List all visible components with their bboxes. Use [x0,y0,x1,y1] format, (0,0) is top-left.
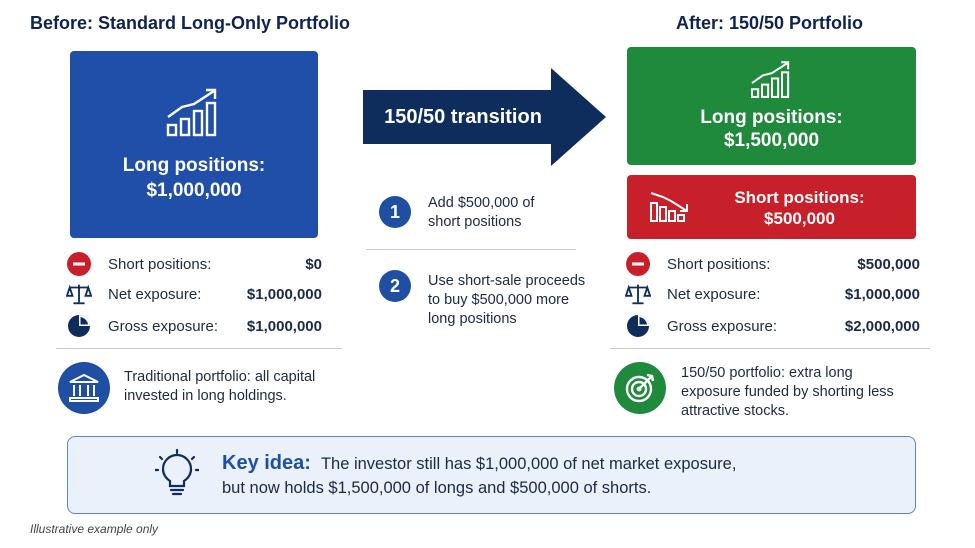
bar-chart-up-icon [750,61,789,98]
minus-circle-icon [66,251,92,277]
scales-icon [625,281,651,307]
step-line: Add $500,000 of [428,195,535,211]
after-note: 150/50 portfolio: extra long exposure fu… [681,364,931,421]
after-row-net: Net exposure: $1,000,000 [625,278,920,310]
transition-label: 150/50 transition [384,105,542,128]
before-row-short: Short positions: $0 [66,250,322,278]
after-row-gross: Gross exposure: $2,000,000 [625,310,920,342]
step-line: Use short-sale proceeds [428,273,586,289]
after-note-line: attractive stocks. [681,403,789,419]
after-long-label: Long positions: [700,107,843,128]
key-idea-text: Key idea: The investor still has $1,000,0… [222,451,736,500]
step-line: short positions [428,214,522,230]
before-row-label: Gross exposure: [108,317,219,335]
after-note-line: 150/50 portfolio: extra long [681,365,853,381]
after-title: After: 150/50 Portfolio [676,13,864,33]
step-number: 2 [379,270,411,302]
bar-chart-up-icon [166,88,217,136]
before-long-box: Long positions: $1,000,000 [70,51,318,238]
step-line: long positions [428,311,517,327]
after-row-short: Short positions: $500,000 [625,250,920,278]
before-row-gross: Gross exposure: $1,000,000 [66,310,322,342]
after-row-label: Short positions: [667,255,771,273]
after-row-label: Gross exposure: [667,317,778,335]
step-1-text: Add $500,000 of short positions [428,194,588,232]
transition-arrow: 150/50 transition [363,68,606,166]
step-2: 2 [379,270,411,302]
pie-chart-icon [625,313,651,339]
key-idea-line-1: The investor still has $1,000,000 of net… [320,455,737,473]
before-row-label: Net exposure: [108,285,202,303]
bar-chart-down-icon [650,192,688,222]
step-1: 1 [379,196,411,228]
bank-icon [58,362,110,414]
before-long-value: $1,000,000 [146,179,242,201]
after-long-box: Long positions: $1,500,000 [627,47,916,165]
after-divider [610,348,930,349]
after-short-value: $500,000 [764,209,835,228]
before-row-net: Net exposure: $1,000,000 [66,278,322,310]
key-idea-heading: Key idea: [222,452,311,474]
footer-note: Illustrative example only [30,522,159,536]
after-row-value: $500,000 [857,255,920,273]
before-divider [56,348,342,349]
before-row-value: $1,000,000 [246,317,322,335]
after-note-line: exposure funded by shorting less [681,384,894,400]
target-icon [614,362,666,414]
step-number: 1 [379,196,411,228]
before-row-label: Short positions: [108,255,212,273]
minus-circle-icon [625,251,651,277]
key-idea-line-2: but now holds $1,500,000 of longs and $5… [222,479,652,497]
scales-icon [66,281,92,307]
before-title: Before: Standard Long-Only Portfolio [30,13,350,33]
before-long-label: Long positions: [122,154,266,176]
lightbulb-icon [155,449,199,496]
before-row-value: $1,000,000 [246,285,322,303]
before-stats: Short positions: $0 Net exposure: $1,000… [66,250,322,342]
after-short-box: Short positions: $500,000 [627,175,916,239]
after-row-value: $2,000,000 [844,317,920,335]
before-note-line: invested in long holdings. [124,388,287,404]
step-line: to buy $500,000 more [428,292,570,308]
before-row-value: $0 [305,255,322,273]
step-2-text: Use short-sale proceeds to buy $500,000 … [428,272,598,329]
key-idea-box: Key idea: The investor still has $1,000,0… [67,436,916,514]
after-stats: Short positions: $500,000 Net exposure: … [625,250,920,342]
before-note-line: Traditional portfolio: all capital [124,369,316,385]
after-long-value: $1,500,000 [723,130,820,151]
middle-divider [366,249,576,250]
after-short-label: Short positions: [734,188,865,207]
before-note: Traditional portfolio: all capital inves… [124,368,344,406]
pie-chart-icon [66,313,92,339]
after-row-value: $1,000,000 [844,285,920,303]
after-row-label: Net exposure: [667,285,761,303]
